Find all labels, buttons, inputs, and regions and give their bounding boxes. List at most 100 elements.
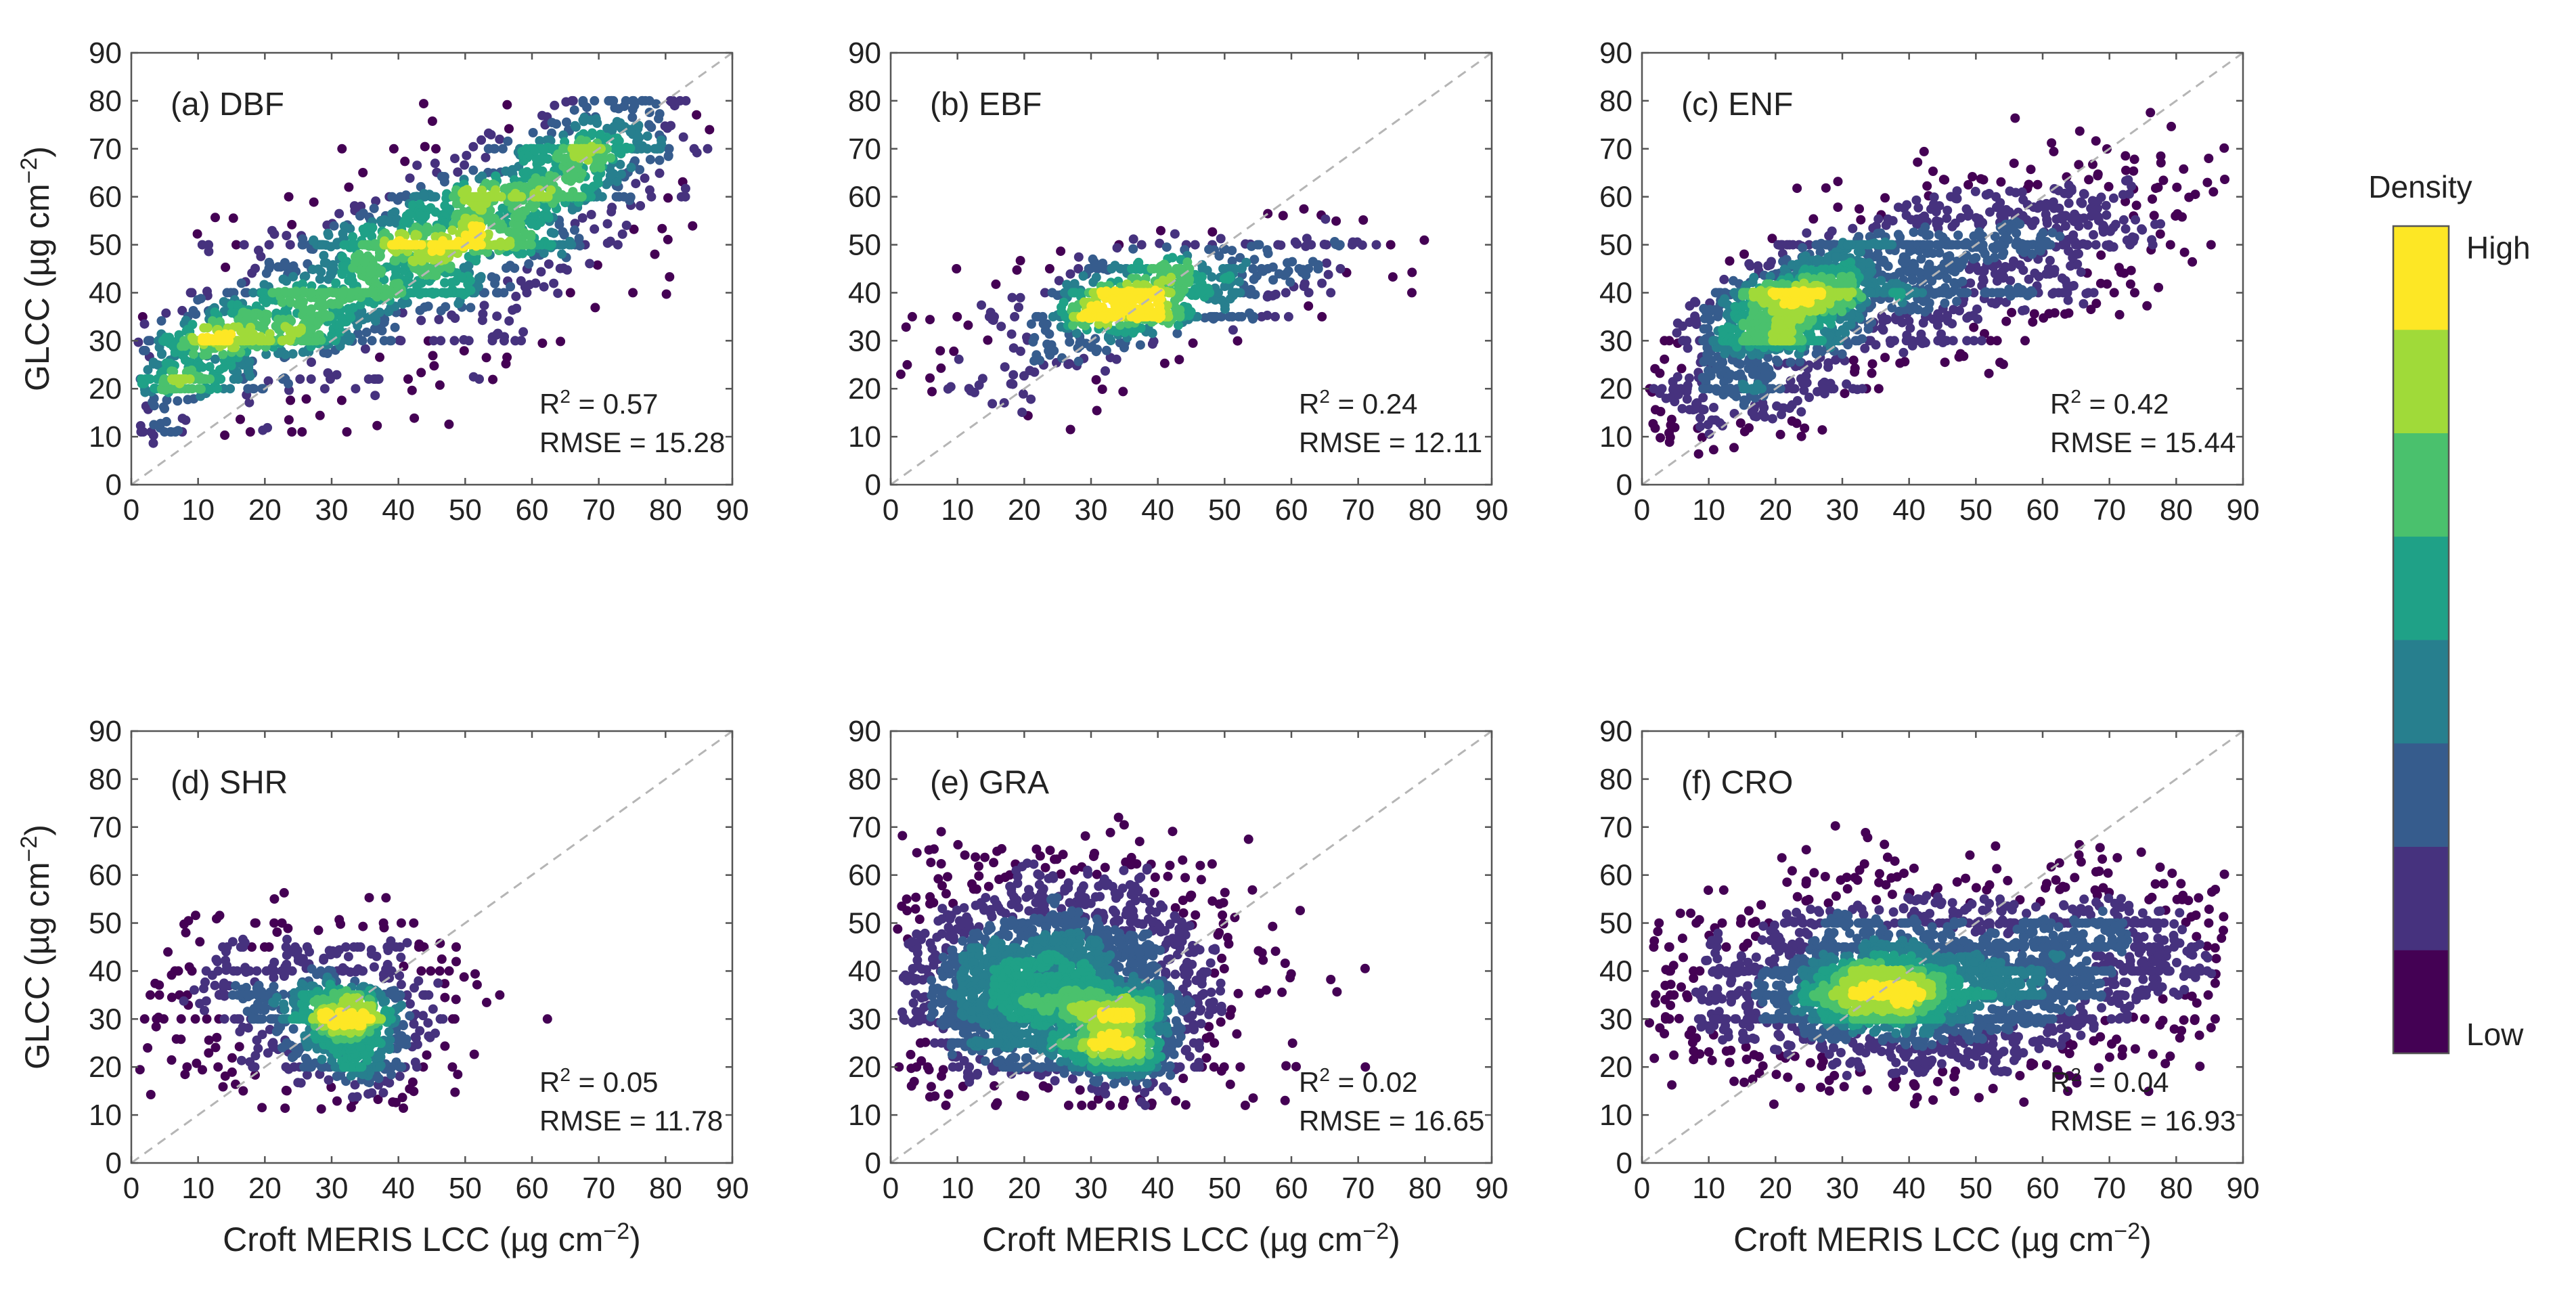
data-point [1249,255,1260,265]
data-point [462,150,472,160]
data-point [1981,287,1991,297]
data-point [1249,274,1259,284]
data-point [991,279,1001,289]
data-point [1019,371,1029,381]
data-point [1831,252,1841,261]
data-point [1407,267,1417,278]
data-point [1763,373,1773,383]
data-point [2009,256,2018,266]
data-point [1073,252,1084,262]
data-point [361,327,372,337]
data-point [264,336,274,346]
data-point [1672,384,1682,394]
x-tick-label: 40 [382,493,415,527]
data-point [219,307,229,316]
data-point [592,260,602,270]
data-point [447,278,457,288]
data-point [902,359,912,370]
data-point [2121,165,2131,175]
data-point [1229,288,1239,298]
data-point [301,271,311,281]
data-point [612,177,622,186]
data-point [1660,354,1670,364]
data-point [1750,299,1760,309]
data-point [590,95,600,106]
data-point [2129,166,2139,176]
data-point [2041,269,2051,279]
data-point [537,110,547,120]
data-point [1812,257,1822,267]
data-point [287,288,296,298]
data-point [2204,154,2214,163]
data-point [2079,299,2089,309]
data-point [586,192,596,202]
data-point [2131,215,2140,225]
data-point [1948,336,1958,346]
data-point [2130,288,2139,298]
data-point [2010,113,2020,123]
data-point [1969,231,1979,241]
data-point [585,259,595,269]
data-point [423,301,433,311]
data-point [2042,215,2052,225]
x-tick-label: 70 [1341,493,1375,527]
data-point [391,218,401,228]
data-point [2106,226,2115,236]
data-point [401,240,411,250]
data-point [1048,311,1058,322]
data-point [512,192,523,202]
data-point [161,358,171,368]
data-point [530,146,540,156]
data-point [2059,239,2069,249]
data-point [568,95,578,106]
data-point [605,171,615,181]
data-point [370,239,380,249]
data-point [1918,240,1928,250]
data-point [2074,160,2084,170]
data-point [236,326,246,336]
data-point [1942,257,1953,267]
data-point [1856,247,1865,257]
data-point [456,288,466,298]
data-point [606,95,617,106]
data-point [1299,282,1309,291]
data-point [360,344,370,354]
data-point [1172,328,1182,338]
data-point [680,183,690,194]
data-point [416,211,426,221]
data-point [1914,336,1924,346]
data-point [1156,225,1165,236]
x-tick-label: 0 [883,493,899,527]
data-point [966,386,976,396]
data-point [1704,366,1713,376]
data-point [1940,357,1950,368]
data-point [349,201,359,211]
data-point [457,272,467,282]
data-point [974,380,984,390]
data-point [1947,221,1957,232]
data-point [1174,355,1184,365]
data-point [1856,215,1866,225]
scatter-points [895,204,1429,435]
data-point [1227,246,1237,256]
data-point [1118,387,1128,397]
data-point [1748,369,1758,379]
data-point [635,164,645,175]
data-point [2101,200,2111,211]
data-point [977,300,986,310]
data-point [429,192,439,202]
data-point [1184,274,1195,284]
data-point [557,249,567,259]
data-point [239,240,249,250]
data-point [2155,229,2165,239]
data-point [400,215,410,225]
data-point [1015,256,1025,265]
data-point [1219,273,1229,284]
panel-label: (b) EBF [930,87,1042,123]
data-point [1691,320,1702,330]
data-point [468,372,479,382]
data-point [229,288,239,298]
data-point [1893,229,1903,240]
data-point [254,336,264,346]
data-point [593,178,603,188]
